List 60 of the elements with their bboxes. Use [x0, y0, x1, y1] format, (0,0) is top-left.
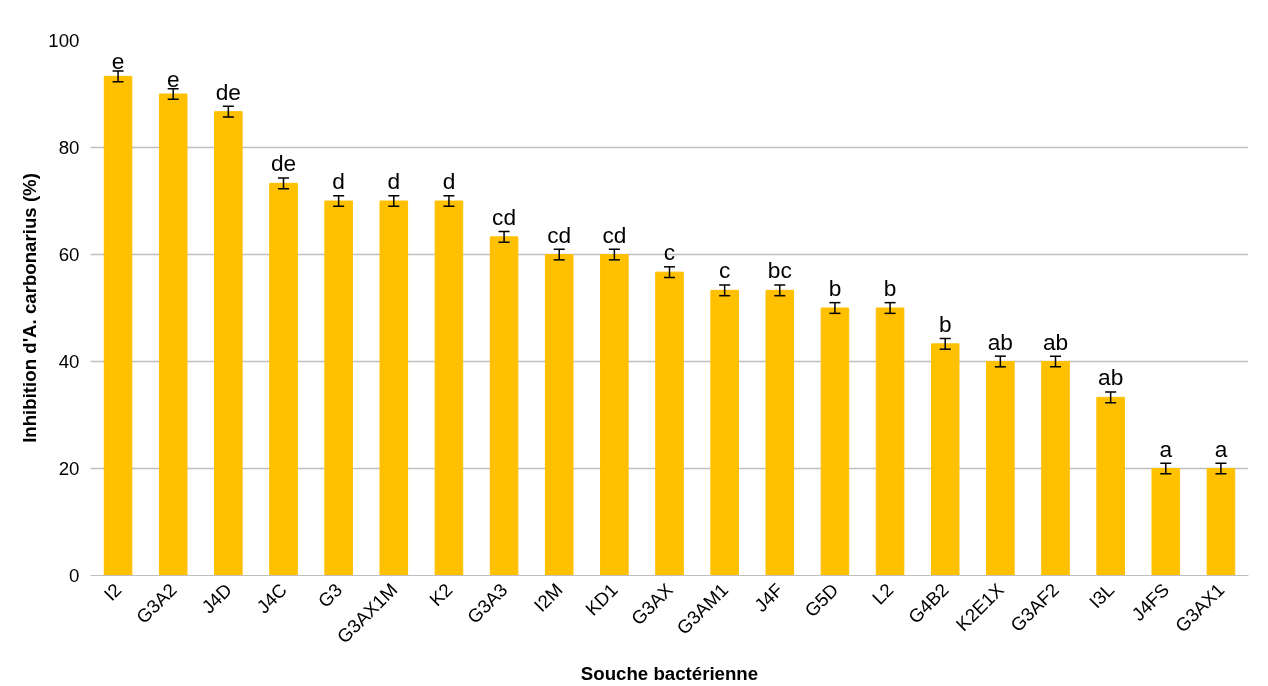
bar	[1206, 468, 1236, 576]
y-tick-label: 20	[58, 458, 80, 479]
bar	[103, 75, 133, 576]
x-tick-label: I2M	[529, 579, 567, 616]
bar	[820, 307, 850, 576]
bar	[1096, 396, 1125, 576]
data-label: de	[270, 150, 297, 177]
bar	[710, 289, 739, 576]
bar	[324, 200, 353, 576]
y-tick-label: 60	[58, 244, 80, 265]
data-label: b	[938, 310, 952, 337]
bar	[379, 200, 409, 576]
bar	[655, 271, 684, 576]
x-tick-label: KD1	[581, 579, 622, 620]
data-label: ab	[987, 328, 1013, 355]
data-label: d	[442, 168, 456, 195]
x-tick-label: J4F	[750, 579, 788, 616]
x-axis-title: Souche bactérienne	[580, 662, 759, 684]
data-label: c	[663, 239, 676, 266]
bar	[600, 254, 629, 576]
bar	[1041, 361, 1070, 576]
bar	[1151, 468, 1181, 576]
bar	[930, 343, 960, 576]
data-label: ab	[1098, 364, 1124, 391]
x-tick-label: I3L	[1084, 579, 1119, 613]
x-tick-label: K2	[425, 579, 457, 611]
data-label: cd	[602, 221, 627, 248]
data-label: e	[111, 48, 125, 75]
bar	[986, 361, 1015, 576]
x-tick-label: J4C	[252, 579, 291, 618]
y-tick-label: 80	[58, 137, 80, 158]
x-tick-label: J4D	[197, 579, 236, 618]
data-label: a	[1214, 435, 1228, 462]
data-label: ab	[1042, 328, 1069, 355]
bar	[765, 289, 795, 576]
x-tick-label: I2	[99, 579, 126, 605]
data-label: a	[1159, 435, 1173, 462]
bar	[489, 236, 519, 576]
data-label: cd	[547, 221, 572, 248]
y-tick-label: 40	[58, 351, 80, 372]
bar	[158, 93, 188, 576]
data-label: b	[883, 275, 897, 302]
bar	[875, 307, 905, 576]
data-label: e	[166, 66, 180, 93]
y-tick-label: 100	[48, 30, 80, 51]
data-label: d	[332, 168, 345, 195]
x-tick-label: G5D	[800, 579, 843, 622]
bar	[214, 111, 243, 576]
bar	[544, 254, 574, 576]
y-axis-title: Inhibition d'A. carbonarius (%)	[19, 173, 41, 443]
data-label: bc	[767, 257, 792, 284]
data-label: c	[718, 257, 731, 284]
y-tick-label: 0	[69, 565, 80, 586]
bar	[434, 200, 464, 576]
x-tick-label: L2	[867, 579, 898, 609]
bar	[269, 182, 298, 576]
data-label: cd	[492, 203, 517, 230]
data-label: de	[215, 78, 241, 105]
data-label: d	[387, 168, 401, 195]
data-label: b	[828, 275, 842, 302]
